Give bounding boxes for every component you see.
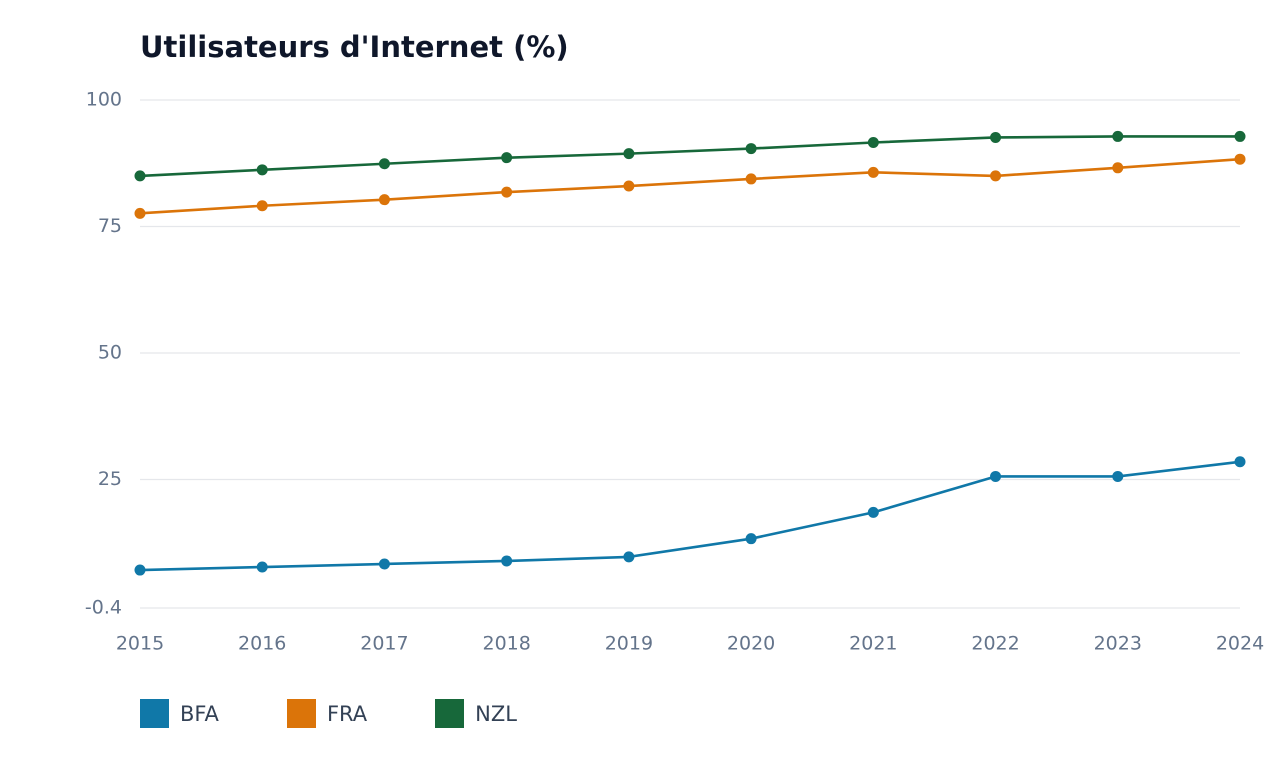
data-point-nzl [378,158,390,170]
data-point-bfa [256,561,268,573]
x-tick-label: 2023 [1094,633,1142,655]
y-axis-ticks: -0.4 25 50 75 100 [85,89,122,619]
y-tick-label: 75 [98,215,122,237]
y-tick-label: 25 [98,468,122,490]
data-point-fra [1234,153,1246,165]
x-tick-label: 2015 [116,633,164,655]
x-tick-label: 2021 [849,633,897,655]
data-point-nzl [623,148,635,160]
data-point-nzl [990,131,1002,143]
data-point-bfa [745,533,757,545]
data-point-nzl [501,152,513,164]
gridlines [140,99,1240,609]
legend-label-bfa: BFA [180,701,219,726]
legend-label-nzl: NZL [475,701,517,726]
data-point-nzl [1112,130,1124,142]
y-tick-label: 100 [86,89,122,111]
data-point-nzl [745,143,757,155]
data-point-fra [134,207,146,219]
series-layer [134,130,1246,576]
data-point-fra [867,166,879,178]
legend-label-fra: FRA [326,701,368,726]
legend-swatch-fra [286,699,316,728]
data-point-nzl [867,137,879,149]
x-axis-ticks: 2015 2016 2017 2018 2019 2020 2021 2022 2023 2024 [116,633,1264,655]
legend: BFA FRA NZL [140,699,585,728]
x-tick-label: 2017 [360,633,408,655]
legend-item-bfa[interactable]: BFA [140,699,219,728]
x-tick-label: 2016 [238,633,286,655]
x-tick-label: 2018 [482,633,530,655]
data-point-bfa [990,470,1002,482]
x-tick-label: 2019 [605,633,653,655]
data-point-bfa [1112,470,1124,482]
data-point-bfa [623,551,635,563]
series-line-nzl [138,135,1242,178]
data-point-nzl [1234,130,1246,142]
data-point-fra [1112,162,1124,174]
series-line-fra [138,157,1242,215]
legend-swatch-bfa [140,699,169,728]
data-point-nzl [256,164,268,176]
data-point-fra [745,173,757,185]
x-tick-label: 2022 [971,633,1019,655]
data-point-nzl [134,170,146,182]
data-point-bfa [501,555,513,567]
legend-item-fra[interactable]: FRA [286,699,368,728]
data-point-fra [990,170,1002,182]
y-tick-label: -0.4 [85,597,122,619]
data-point-fra [501,186,513,198]
legend-swatch-nzl [435,699,465,728]
data-point-fra [623,180,635,192]
data-point-bfa [1234,456,1246,468]
x-tick-label: 2020 [727,633,775,655]
data-point-fra [378,194,390,206]
series-line-bfa [138,460,1242,572]
data-point-bfa [378,558,390,570]
legend-item-nzl[interactable]: NZL [435,699,517,728]
data-point-bfa [134,564,146,576]
data-point-fra [256,200,268,212]
y-tick-label: 50 [98,341,122,363]
data-point-bfa [867,506,879,518]
chart-title: Utilisateurs d'Internet (%) [140,30,569,64]
x-tick-label: 2024 [1216,633,1264,655]
